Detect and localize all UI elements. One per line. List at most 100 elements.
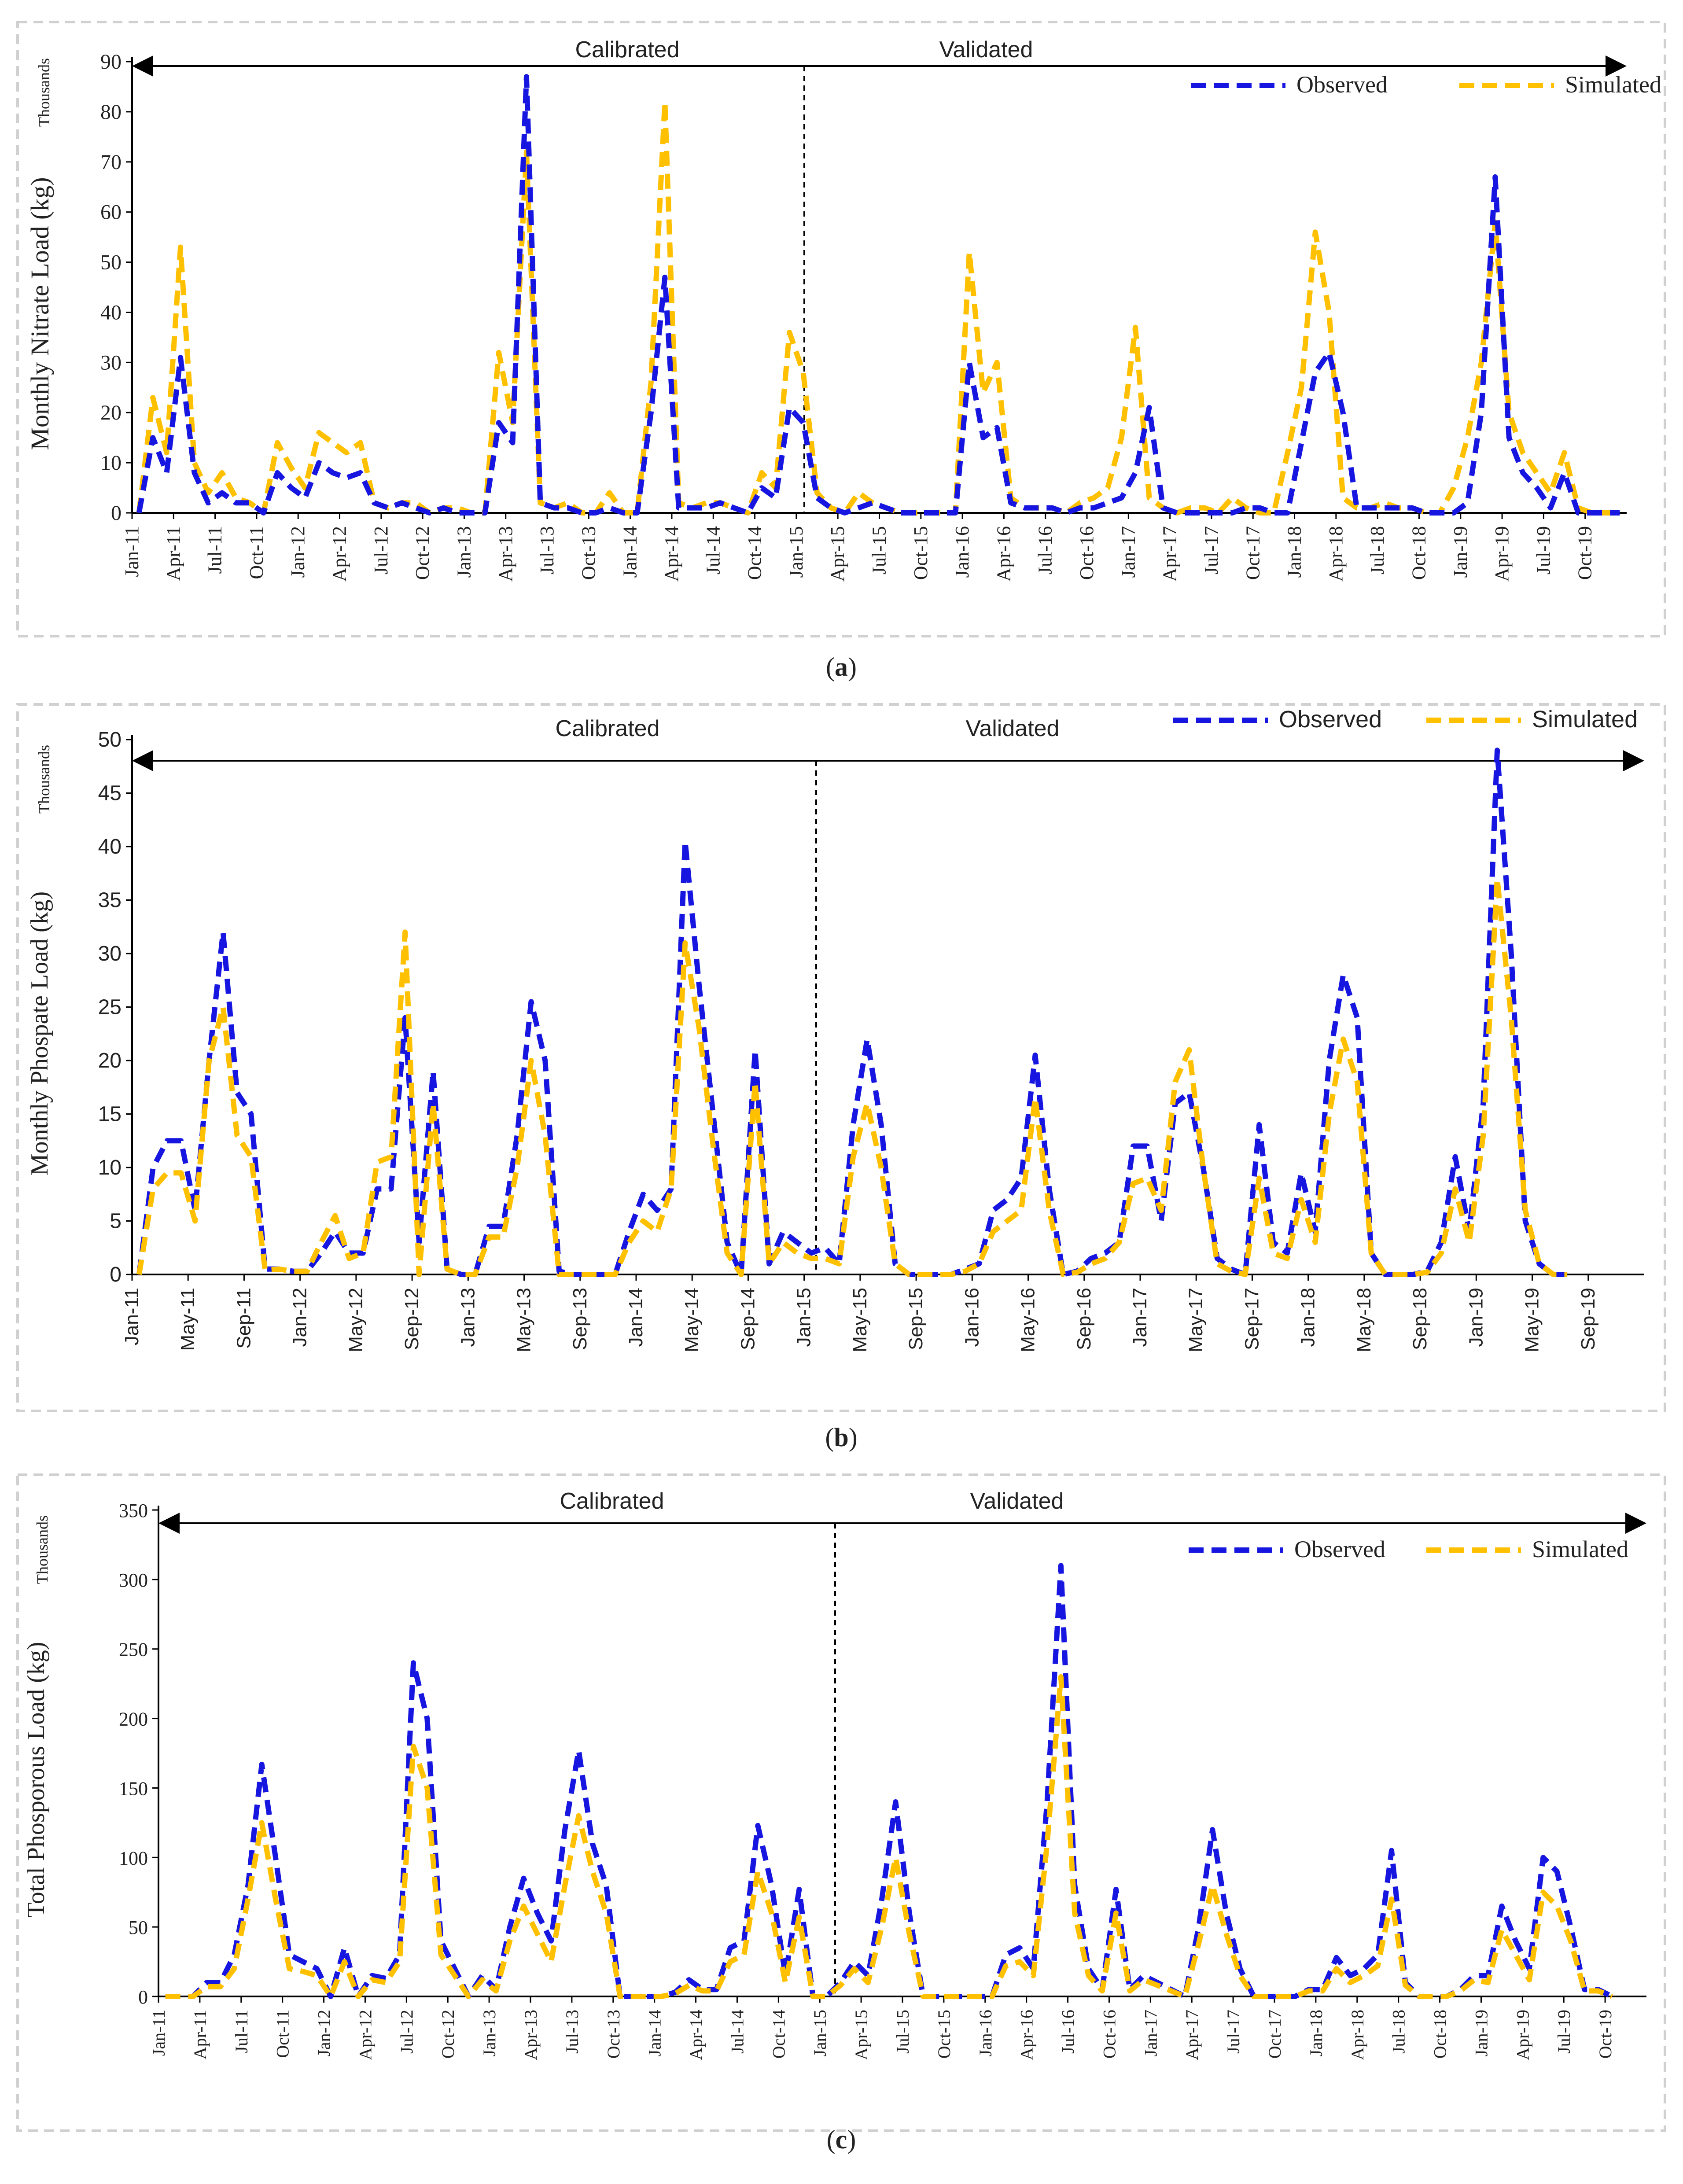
x-tick-label: Oct-12 (438, 2010, 458, 2059)
y-tick-label: 100 (119, 1847, 148, 1869)
y-tick-label: 30 (98, 942, 122, 965)
x-tick-label: Jan-16 (951, 526, 973, 578)
series-line-simulated (165, 1674, 1613, 1999)
panel-frame (16, 21, 1666, 637)
x-tick-label: May-12 (345, 1288, 367, 1352)
period-label-validated: Validated (970, 1488, 1064, 1514)
x-tick-label: Apr-17 (1159, 526, 1181, 582)
y-tick-label: 0 (110, 1263, 122, 1286)
series-line-observed (136, 748, 1568, 1277)
x-tick-label: Apr-11 (190, 2010, 210, 2059)
y-axis-title: Monthly Nitrate Load (kg) (26, 177, 54, 450)
x-tick-label: Jan-11 (121, 526, 143, 577)
x-tick-label: Jul-17 (1223, 2010, 1243, 2054)
panel-a-nitrate-chart: 0 10 20 30 40 50 60 70 80 90 Jan-11 Apr-11 Jul-11 Oct… (16, 21, 1666, 681)
units-label: Thousands (35, 745, 53, 814)
x-tick-label: Oct-11 (273, 2010, 293, 2058)
x-tick-label: Jul-19 (1532, 526, 1554, 575)
x-tick-label: Jan-15 (793, 1288, 815, 1347)
x-tick-label: Apr-18 (1348, 2010, 1367, 2060)
x-tick-label: Jul-14 (727, 2010, 747, 2054)
x-tick-label: Jul-13 (562, 2010, 582, 2054)
x-tick-label: Jan-11 (149, 2010, 169, 2056)
x-tick-label: Apr-11 (162, 526, 184, 581)
x-tick-label: Jul-11 (232, 2010, 251, 2053)
x-tick-label: Jan-12 (287, 526, 309, 578)
x-tick-label: Sep-13 (569, 1288, 591, 1350)
x-tick-label: Oct-18 (1430, 2010, 1450, 2059)
x-tick-label: Oct-19 (1574, 526, 1596, 580)
x-tick-label: Oct-13 (578, 526, 599, 580)
y-tick-label: 50 (129, 1917, 148, 1938)
x-tick-label: Oct-12 (412, 526, 433, 580)
x-tick-label: Oct-14 (744, 526, 766, 580)
y-tick-label: 350 (119, 1500, 148, 1521)
x-tick-label: Jan-15 (810, 2010, 830, 2057)
y-tick-label: 250 (119, 1639, 148, 1661)
x-tick-label: Jul-18 (1366, 526, 1388, 575)
y-tick-label: 30 (100, 351, 122, 374)
x-tick-label: Apr-12 (355, 2010, 375, 2060)
x-tick-label: Jul-16 (1058, 2010, 1078, 2054)
x-tick-label: Apr-18 (1325, 526, 1347, 582)
x-tick-label: May-13 (513, 1288, 535, 1352)
x-tick-label: May-18 (1353, 1288, 1375, 1352)
x-tick-label: Jan-19 (1471, 2010, 1491, 2057)
period-label-calibrated: Calibrated (555, 716, 659, 741)
series-line-observed (165, 1563, 1613, 1999)
x-tick-label: Apr-15 (827, 526, 848, 582)
y-tick-label: 20 (98, 1049, 122, 1072)
period-label-validated: Validated (939, 37, 1033, 63)
x-tick-label: Jul-13 (536, 526, 558, 575)
x-tick-label: Apr-15 (851, 2010, 871, 2060)
panel-b-phosphate-chart: 0 5 10 15 20 25 30 35 40 45 50 Jan-11 May-11 Sep-11 Ja… (16, 703, 1666, 1452)
y-axis-title: Total Phosporous Load (kg) (22, 1642, 50, 1917)
x-tick-label: Sep-14 (737, 1288, 759, 1350)
x-tick-label: Oct-11 (246, 526, 267, 579)
x-tick-label: Jan-18 (1297, 1288, 1319, 1347)
y-tick-label: 10 (98, 1156, 122, 1179)
y-tick-label: 20 (100, 401, 122, 424)
x-tick-label: Jan-17 (1117, 526, 1139, 578)
x-tick-label: Sep-15 (905, 1288, 927, 1350)
x-tick-label: Sep-18 (1409, 1288, 1431, 1350)
panel-caption: (a) (826, 652, 857, 681)
y-tick-label: 200 (119, 1709, 148, 1730)
y-tick-label: 60 (100, 201, 122, 224)
x-tick-label: Jan-19 (1450, 526, 1471, 578)
x-tick-label: May-16 (1017, 1288, 1039, 1352)
x-tick-label: Sep-16 (1073, 1288, 1095, 1350)
x-tick-label: Oct-16 (1099, 2010, 1119, 2059)
x-tick-label: Jul-16 (1035, 526, 1056, 575)
panel-frame (16, 703, 1666, 1412)
legend-label-observed: Observed (1296, 71, 1388, 98)
x-tick-label: Jan-16 (961, 1288, 983, 1347)
x-tick-label: Jan-11 (121, 1288, 143, 1345)
y-tick-label: 50 (98, 728, 122, 751)
x-tick-label: Jan-14 (645, 2010, 665, 2057)
y-tick-label: 45 (98, 782, 122, 805)
x-tick-label: Jan-13 (453, 526, 475, 578)
x-tick-label: May-19 (1521, 1288, 1543, 1352)
x-tick-label: Jan-17 (1129, 1288, 1151, 1347)
panel-caption: (c) (827, 2125, 856, 2154)
x-tick-label: Jan-12 (314, 2010, 334, 2057)
x-tick-label: Jan-15 (785, 526, 807, 578)
y-tick-label: 150 (119, 1778, 148, 1799)
x-tick-label: Oct-17 (1265, 2010, 1285, 2059)
y-tick-label: 10 (100, 451, 122, 475)
x-tick-label: May-15 (849, 1288, 871, 1352)
x-tick-label: Sep-12 (401, 1288, 423, 1350)
x-tick-label: Jul-14 (702, 526, 724, 575)
period-label-calibrated: Calibrated (575, 37, 679, 63)
y-tick-label: 25 (98, 996, 122, 1019)
x-tick-label: Oct-19 (1595, 2010, 1615, 2059)
x-tick-label: Jan-17 (1141, 2010, 1160, 2057)
x-tick-label: Apr-17 (1182, 2010, 1202, 2060)
x-tick-label: May-11 (177, 1288, 199, 1351)
x-tick-label: Jul-17 (1201, 526, 1222, 575)
y-tick-label: 70 (100, 151, 122, 174)
x-tick-label: Oct-15 (934, 2010, 954, 2059)
units-label: Thousands (35, 58, 53, 127)
